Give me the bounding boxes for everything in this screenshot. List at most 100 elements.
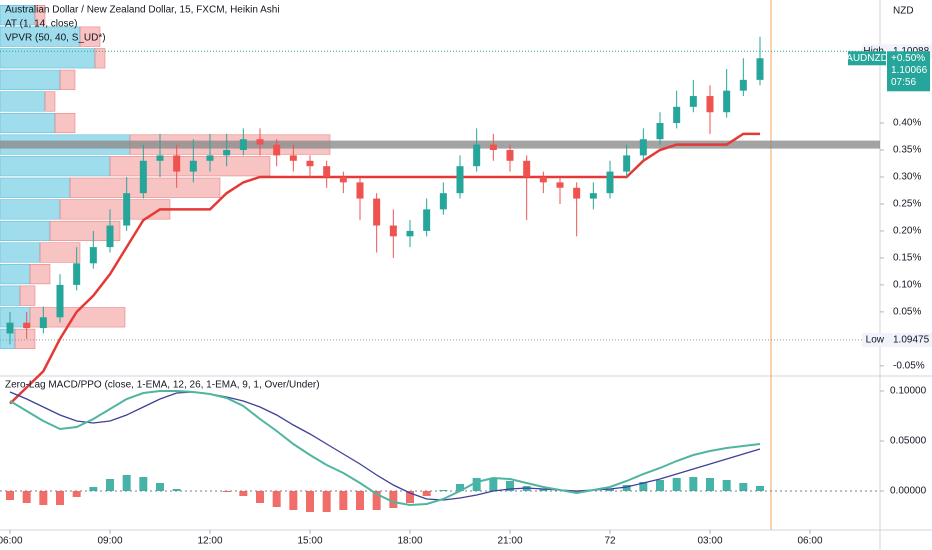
x-tick-label: 06:00	[0, 536, 23, 547]
histogram-bar	[389, 491, 398, 508]
histogram-bar	[89, 487, 98, 491]
histogram-bar	[156, 483, 164, 491]
candle-body	[106, 225, 114, 248]
price-tag-change: +0.50%	[891, 53, 925, 64]
histogram-bar	[672, 478, 681, 491]
profile-up	[0, 91, 46, 112]
price-tag-price: 1.10066	[891, 65, 928, 76]
candle-body	[556, 182, 564, 188]
signal-line	[9, 391, 761, 501]
level-price: 1.09475	[893, 335, 930, 346]
profile-up	[0, 242, 41, 263]
histogram-bar	[139, 477, 148, 491]
profile-down	[39, 242, 81, 263]
candle-body	[523, 160, 531, 177]
candle-body	[323, 166, 331, 177]
candle-body	[23, 322, 31, 329]
candle-body	[39, 317, 47, 329]
candle-body	[239, 139, 247, 150]
candle-body	[573, 187, 581, 199]
histogram-bar	[122, 475, 131, 491]
profile-down	[14, 328, 36, 349]
histogram-bar	[489, 478, 498, 491]
histogram-bar	[239, 491, 248, 496]
price-tag	[848, 51, 886, 66]
histogram-bar	[539, 489, 548, 491]
histogram-bar	[289, 491, 298, 510]
histogram-bar	[322, 491, 331, 512]
histogram-bar	[756, 486, 764, 491]
currency-label: NZD	[893, 6, 914, 17]
profile-down	[79, 26, 101, 47]
histogram-bar	[356, 491, 364, 510]
candle-body	[656, 123, 664, 140]
profile-up	[0, 264, 31, 285]
profile-down	[59, 69, 76, 90]
candle-body	[689, 96, 697, 107]
histogram-bar	[639, 482, 648, 491]
candle-body	[73, 263, 81, 285]
candle-body	[223, 150, 231, 156]
histogram-bar	[422, 491, 431, 496]
profile-down	[94, 48, 106, 69]
profile-down	[29, 264, 51, 285]
x-tick-label: 15:00	[297, 536, 322, 547]
profile-up	[0, 48, 96, 69]
candle-body	[56, 284, 64, 318]
candle-body	[256, 139, 264, 145]
histogram-bar	[106, 479, 114, 491]
y-tick-label: 0.25%	[893, 199, 921, 210]
candle-body	[456, 166, 464, 194]
histogram-bar	[72, 491, 81, 497]
candle-body	[423, 209, 431, 231]
candle-body	[639, 139, 647, 156]
indicator-title: Zero-Lag MACD/PPO (close, 1-EMA, 12, 26,…	[5, 380, 320, 391]
profile-down	[29, 307, 126, 328]
candle-body	[156, 155, 164, 161]
histogram-bar	[272, 491, 281, 507]
candle-body	[139, 160, 147, 194]
histogram-bar	[339, 491, 348, 510]
x-tick-label: 12:00	[197, 536, 222, 547]
histogram-bar	[689, 477, 698, 491]
candle-body	[306, 160, 314, 167]
profile-down	[19, 285, 36, 306]
profile-up	[0, 156, 111, 177]
trail-line	[9, 132, 760, 405]
indicator-label: VPVR (50, 40, S_UD*)	[5, 33, 106, 44]
level-tag	[862, 332, 932, 347]
histogram-bar	[739, 483, 748, 491]
profile-down	[54, 112, 76, 134]
candle-body	[123, 193, 131, 226]
candle-body	[89, 247, 97, 264]
histogram-bar	[706, 478, 714, 491]
candle-body	[673, 106, 681, 124]
profile-up	[0, 220, 51, 241]
profile-down	[49, 220, 121, 241]
y-tick-label: 0.10000	[890, 386, 927, 397]
x-tick-label: 72	[604, 536, 616, 547]
candle-body	[606, 171, 614, 194]
profile-up	[0, 199, 61, 220]
y-tick-label: 0.05%	[893, 307, 921, 318]
histogram-bar	[506, 481, 514, 491]
candle-body	[339, 176, 347, 183]
x-tick-label: 06:00	[797, 536, 822, 547]
candle-body	[539, 176, 547, 183]
x-tick-label: 18:00	[397, 536, 422, 547]
y-tick-label: 0.00000	[890, 486, 927, 497]
candle-body	[723, 90, 731, 113]
candle-body	[389, 225, 397, 237]
x-tick-label: 21:00	[497, 536, 522, 547]
histogram-bar	[656, 480, 664, 491]
histogram-bar	[456, 484, 464, 491]
level-label: Low	[866, 335, 885, 346]
histogram-bar	[256, 491, 264, 503]
profile-down	[59, 199, 171, 220]
price-tag-countdown: 07:56	[891, 77, 916, 88]
indicator-label: AT (1, 14, close)	[5, 19, 77, 30]
histogram-bar	[406, 491, 414, 503]
profile-up	[0, 285, 21, 306]
histogram-bar	[606, 489, 614, 491]
